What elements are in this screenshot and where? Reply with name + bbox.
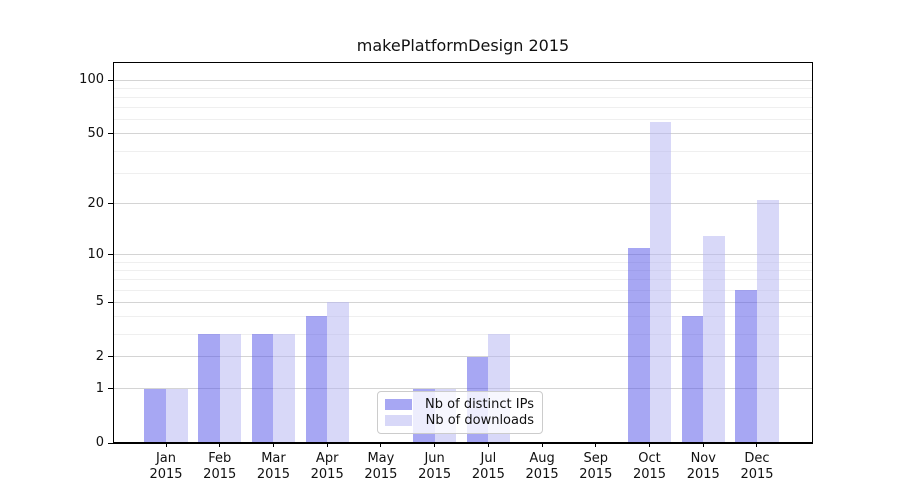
x-tick-mark [219, 443, 221, 447]
minor-gridline [114, 333, 812, 335]
y-tick-label: 50 [87, 125, 104, 141]
bar-distinct-ips-mar [251, 334, 274, 443]
legend-label-distinct-ips: Nb of distinct IPs [425, 396, 534, 412]
x-tick-mark [541, 443, 543, 447]
chart-title: makePlatformDesign 2015 [356, 36, 570, 55]
x-tick-label: Feb 2015 [203, 451, 237, 482]
minor-gridline [114, 279, 812, 281]
legend: Nb of distinct IPs Nb of downloads [377, 391, 543, 434]
bar-distinct-ips-feb [198, 334, 220, 443]
x-tick-label: Sep 2015 [579, 451, 613, 482]
bar-downloads-oct [649, 122, 672, 443]
x-tick-label: Aug 2015 [525, 451, 559, 482]
x-tick-mark [165, 443, 167, 447]
bar-downloads-jan [166, 388, 188, 443]
bar-downloads-mar [273, 334, 296, 443]
x-tick-mark [380, 443, 382, 447]
bar-distinct-ips-nov [681, 316, 704, 443]
minor-gridline [114, 315, 812, 317]
y-tick-mark [108, 442, 113, 444]
major-gridline [114, 79, 812, 81]
minor-gridline [114, 107, 812, 109]
y-tick-mark [108, 356, 113, 358]
major-gridline [114, 254, 812, 255]
legend-label-downloads: Nb of downloads [425, 413, 534, 429]
bar-distinct-ips-apr [305, 316, 328, 443]
y-tick-label: 10 [87, 246, 104, 262]
minor-gridline [114, 119, 812, 121]
x-tick-label: Apr 2015 [310, 451, 344, 482]
bar-downloads-apr [327, 302, 349, 443]
x-tick-label: Jan 2015 [149, 451, 183, 482]
bar-distinct-ips-oct [627, 247, 650, 443]
major-gridline [114, 133, 812, 135]
bar-distinct-ips-dec [735, 290, 757, 443]
major-gridline [114, 203, 812, 205]
major-gridline [114, 301, 812, 303]
y-tick-label: 0 [95, 435, 104, 450]
y-tick-label: 1 [95, 380, 104, 396]
minor-gridline [114, 87, 812, 89]
legend-item-distinct-ips: Nb of distinct IPs [385, 396, 534, 413]
legend-swatch-distinct-ips [385, 398, 412, 410]
y-tick-label: 2 [95, 348, 104, 364]
x-tick-mark [649, 443, 651, 447]
y-tick-mark [108, 203, 113, 205]
x-tick-label: Jul 2015 [471, 451, 505, 482]
y-tick-mark [108, 254, 113, 255]
x-tick-mark [702, 443, 704, 447]
y-tick-mark [108, 388, 113, 389]
x-tick-mark [487, 443, 489, 447]
x-tick-label: Nov 2015 [686, 451, 720, 482]
x-tick-mark [595, 443, 597, 447]
legend-swatch-downloads [385, 415, 412, 427]
y-tick-mark [108, 133, 113, 135]
major-gridline [114, 388, 812, 389]
legend-item-downloads: Nb of downloads [385, 413, 534, 430]
plot-area [114, 62, 812, 443]
minor-gridline [114, 269, 812, 271]
x-tick-label: May 2015 [364, 451, 398, 482]
minor-gridline [114, 261, 812, 263]
x-tick-label: Dec 2015 [740, 451, 774, 482]
x-tick-label: Jun 2015 [418, 451, 452, 482]
y-tick-mark [108, 79, 113, 81]
y-tick-mark [108, 301, 113, 303]
x-tick-mark [434, 443, 436, 447]
y-tick-label: 5 [95, 294, 104, 310]
bar-downloads-dec [756, 200, 779, 443]
right-spine [812, 62, 813, 444]
x-tick-mark [326, 443, 328, 447]
minor-gridline [114, 150, 812, 152]
bar-downloads-feb [219, 334, 242, 443]
bar-downloads-nov [703, 235, 725, 443]
x-tick-mark [272, 443, 274, 447]
x-axis-spine [113, 442, 813, 444]
bar-distinct-ips-jan [144, 388, 166, 443]
y-axis-spine [113, 62, 114, 444]
x-tick-mark [756, 443, 758, 447]
major-gridline [114, 356, 812, 358]
x-tick-label: Oct 2015 [632, 451, 667, 482]
y-tick-label: 100 [79, 72, 104, 88]
y-tick-label: 20 [87, 195, 104, 211]
minor-gridline [114, 289, 812, 291]
minor-gridline [114, 172, 812, 174]
top-spine [113, 62, 813, 63]
x-tick-label: Mar 2015 [256, 451, 290, 482]
minor-gridline [114, 97, 812, 99]
